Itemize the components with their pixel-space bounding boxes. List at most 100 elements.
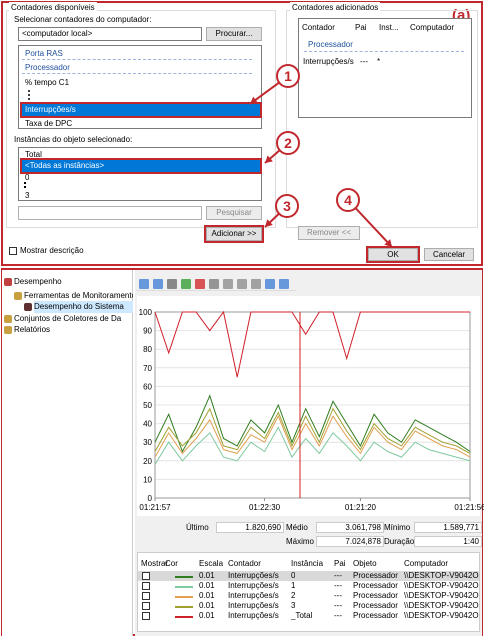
counter-table xyxy=(137,552,480,632)
table-cell: Processador xyxy=(353,570,398,580)
toolbar-button[interactable] xyxy=(237,279,247,289)
series-line xyxy=(154,426,471,465)
table-cell: Interrupções/s xyxy=(228,570,279,580)
step-number: 3 xyxy=(283,198,291,214)
toolbar-button[interactable] xyxy=(153,279,163,289)
table-cell: \\DESKTOP-V9042O1 xyxy=(404,590,479,600)
instance-item[interactable]: 0 xyxy=(25,173,30,182)
table-cell: --- xyxy=(334,570,342,580)
stat-label: Máximo xyxy=(286,537,315,546)
series-line xyxy=(154,415,471,458)
column-header: Pai xyxy=(355,23,367,32)
toolbar-button[interactable] xyxy=(265,279,275,289)
checkbox[interactable] xyxy=(142,602,150,610)
tree-item[interactable]: Ferramentas de Monitoramento xyxy=(24,291,133,300)
instance-list xyxy=(18,147,262,201)
ellipsis-dot xyxy=(24,182,26,184)
column-header: Mostrar xyxy=(141,559,169,568)
y-tick-label: 100 xyxy=(139,308,153,317)
counter-item[interactable]: Interrupções/s xyxy=(20,102,262,118)
toolbar-button[interactable] xyxy=(209,279,219,289)
y-tick-label: 70 xyxy=(143,364,152,373)
step-number: 4 xyxy=(344,192,352,208)
tree-item[interactable]: Desempenho xyxy=(14,277,62,286)
y-tick-label: 30 xyxy=(143,438,152,447)
table-cell: \\DESKTOP-V9042O1 xyxy=(404,600,479,610)
table-cell: 0.01 xyxy=(199,590,215,600)
plot-border xyxy=(154,311,471,499)
add-button[interactable]: Adicionar >> xyxy=(204,225,264,243)
table-cell: 0.01 xyxy=(199,580,215,590)
search-button[interactable]: Pesquisar xyxy=(206,206,262,220)
color-swatch xyxy=(175,576,193,578)
series-line xyxy=(154,407,471,454)
tree-item[interactable]: Desempenho do Sistema xyxy=(34,301,133,313)
toolbar-button[interactable] xyxy=(251,279,261,289)
instance-item[interactable]: <Todas as instâncias> xyxy=(20,158,262,174)
tree-icon xyxy=(4,326,12,334)
tree-icon xyxy=(24,303,32,311)
checkbox[interactable] xyxy=(142,572,150,580)
color-swatch xyxy=(175,596,193,598)
toolbar-button[interactable] xyxy=(195,279,205,289)
table-cell: Interrupções/s xyxy=(228,600,279,610)
arrow-head xyxy=(265,155,273,163)
y-tick-label: 80 xyxy=(143,345,152,354)
separator xyxy=(304,51,464,52)
separator xyxy=(22,59,252,60)
counter-item[interactable]: % tempo C1 xyxy=(25,78,70,87)
table-cell: Processador xyxy=(353,580,398,590)
tree-icon xyxy=(4,278,12,286)
step-number: 1 xyxy=(284,68,292,84)
table-cell: Interrupções/s xyxy=(228,580,279,590)
counter-item[interactable]: Processador xyxy=(25,63,70,72)
checkbox[interactable] xyxy=(142,582,150,590)
step-marker xyxy=(275,194,299,218)
table-cell: --- xyxy=(334,590,342,600)
toolbar-button[interactable] xyxy=(223,279,233,289)
search-combo[interactable] xyxy=(18,206,202,220)
instance-item[interactable]: Total xyxy=(25,150,42,159)
step-number: 2 xyxy=(284,135,292,151)
selected-row xyxy=(138,571,479,581)
instance-item[interactable]: 3 xyxy=(25,191,30,200)
checkbox[interactable] xyxy=(142,592,150,600)
label: Instâncias do objeto selecionado: xyxy=(14,135,133,144)
toolbar-button[interactable] xyxy=(279,279,289,289)
checkbox[interactable] xyxy=(9,247,17,255)
table-cell: 0.01 xyxy=(199,600,215,610)
y-tick-label: 90 xyxy=(143,327,152,336)
stat-value: 7.024,878 xyxy=(316,536,384,547)
table-cell: 0.01 xyxy=(199,610,215,620)
counter-item[interactable]: Taxa de DPC xyxy=(25,119,73,128)
browse-button[interactable]: Procurar... xyxy=(206,27,262,41)
table-cell: Processador xyxy=(353,590,398,600)
step-marker xyxy=(336,188,360,212)
tree-icon xyxy=(14,292,22,300)
tree-icon xyxy=(4,315,12,323)
tree-pane xyxy=(2,270,133,636)
counter-item[interactable]: Porta RAS xyxy=(25,49,63,58)
computer-combo[interactable]: <computador local> xyxy=(18,27,202,41)
ellipsis-dot xyxy=(28,94,30,96)
cancel-button[interactable]: Cancelar xyxy=(424,248,474,261)
stat-value: 3.061,798 xyxy=(316,522,384,533)
ok-button[interactable]: OK xyxy=(366,246,420,263)
tree-item[interactable]: Relatórios xyxy=(14,325,51,334)
remove-button[interactable]: Remover << xyxy=(298,226,360,240)
checkbox[interactable] xyxy=(142,612,150,620)
y-tick-label: 50 xyxy=(143,401,152,410)
tree-item[interactable]: Conjuntos de Coletores de Da xyxy=(14,314,122,323)
column-header: Objeto xyxy=(353,559,377,568)
arrow-head xyxy=(265,219,273,227)
toolbar-button[interactable] xyxy=(167,279,177,289)
added-cell: --- xyxy=(360,57,368,66)
color-swatch xyxy=(175,586,193,588)
column-header: Inst... xyxy=(379,23,399,32)
stat-value: 1.820,690 xyxy=(216,522,284,533)
y-tick-label: 20 xyxy=(143,457,152,466)
toolbar-button[interactable] xyxy=(181,279,191,289)
toolbar-button[interactable] xyxy=(139,279,149,289)
